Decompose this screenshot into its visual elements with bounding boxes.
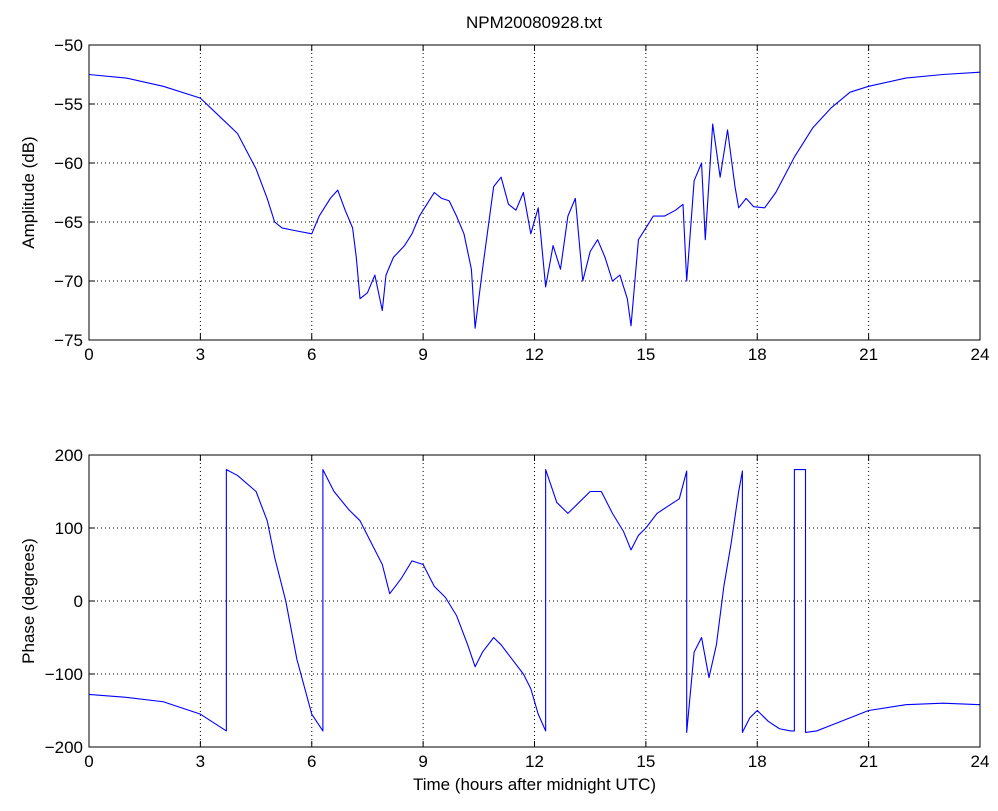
plots: 0 3 6 9 12 15 18 21 24 −75 −70 −65 −60 −55 −50 Amplitud… [19,36,989,794]
x-tick-label: 24 [971,345,990,364]
series-line-1 [88,71,981,329]
y-tick-label: −50 [54,36,83,55]
x-tick-label: 6 [307,345,316,364]
y-tick-label: 100 [55,519,83,538]
y-tick-label: 0 [74,592,83,611]
x-tick-label: 3 [196,345,205,364]
y-axis-label: Phase (degrees) [19,538,38,664]
y-tick-label: −55 [54,95,83,114]
axes-2: 0 3 6 9 12 15 18 21 24 −200 −100 0 100 200 Phase (degr… [19,446,989,794]
x-tick-label: 9 [418,345,427,364]
x-tick-label: 12 [525,345,544,364]
y-axis-label: Amplitude (dB) [19,136,38,248]
x-tick-label: 18 [748,345,767,364]
y-tick-label: −70 [54,272,83,291]
x-tick-label: 21 [859,752,878,771]
x-tick-label: 15 [636,752,655,771]
x-tick-label: 0 [84,752,93,771]
y-tick-label: −200 [45,738,83,757]
x-tick-label: 21 [859,345,878,364]
x-axis-label: Time (hours after midnight UTC) [413,775,656,794]
y-tick-label: −65 [54,213,83,232]
y-tick-label: 200 [55,446,83,465]
figure-title: NPM20080928.txt [466,13,602,32]
x-tick-label: 24 [971,752,990,771]
x-tick-label: 3 [196,752,205,771]
y-tick-label: −60 [54,154,83,173]
x-tick-label: 6 [307,752,316,771]
series-line-1 [88,469,981,733]
axes-1: 0 3 6 9 12 15 18 21 24 −75 −70 −65 −60 −55 −50 Amplitud… [19,36,989,364]
y-tick-label: −75 [54,331,83,350]
y-tick-label: −100 [45,665,83,684]
x-tick-label: 9 [418,752,427,771]
x-tick-label: 15 [636,345,655,364]
x-tick-label: 0 [84,345,93,364]
x-tick-label: 12 [525,752,544,771]
x-tick-label: 18 [748,752,767,771]
